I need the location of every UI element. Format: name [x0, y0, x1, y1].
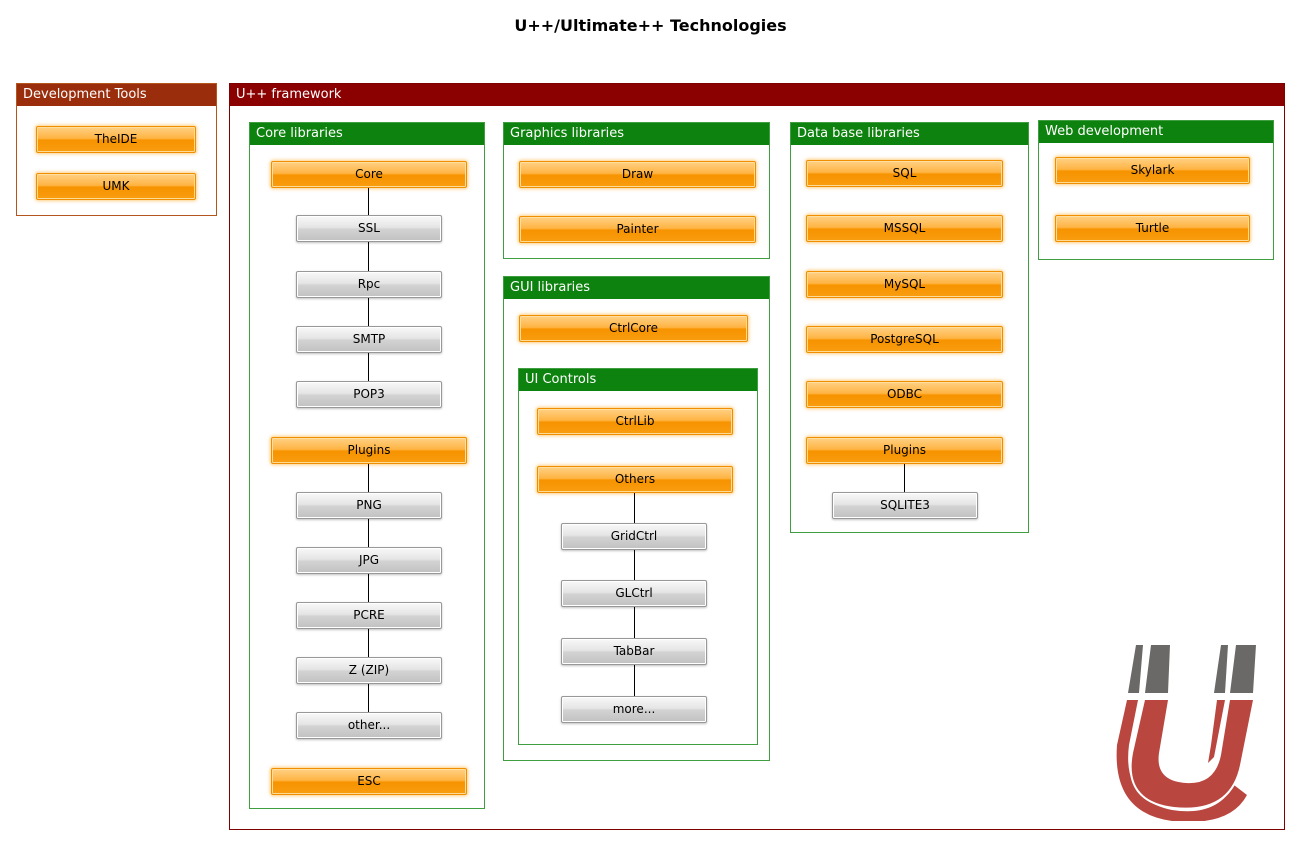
node-turtle: Turtle: [1055, 215, 1250, 242]
node-postgresql: PostgreSQL: [806, 326, 1003, 353]
web-development-header: Web development: [1039, 121, 1273, 143]
ui-controls-header: UI Controls: [519, 369, 757, 391]
connector-line: [368, 684, 369, 712]
node-gridctrl: GridCtrl: [561, 523, 707, 550]
connector-line: [634, 550, 635, 580]
connector-line: [634, 607, 635, 638]
node-db-plugins: Plugins: [806, 437, 1003, 464]
node-ctrllib: CtrlLib: [537, 408, 733, 435]
development-tools-header: Development Tools: [17, 84, 216, 106]
node-pcre: PCRE: [296, 602, 442, 629]
node-skylark: Skylark: [1055, 157, 1250, 184]
node-smtp: SMTP: [296, 326, 442, 353]
connector-line: [368, 464, 369, 492]
node-core: Core: [271, 161, 467, 188]
connector-line: [904, 464, 905, 492]
node-painter: Painter: [519, 216, 756, 243]
upp-logo-icon: [1116, 645, 1256, 821]
gui-libraries-header: GUI libraries: [504, 277, 769, 299]
connector-line: [368, 188, 369, 215]
node-draw: Draw: [519, 161, 756, 188]
node-theide: TheIDE: [36, 126, 196, 153]
node-ctrlcore: CtrlCore: [519, 315, 748, 342]
connector-line: [634, 493, 635, 523]
node-zzip: Z (ZIP): [296, 657, 442, 684]
node-other: other...: [296, 712, 442, 739]
node-jpg: JPG: [296, 547, 442, 574]
connector-line: [368, 519, 369, 547]
node-mssql: MSSQL: [806, 215, 1003, 242]
node-esc: ESC: [271, 768, 467, 795]
node-mysql: MySQL: [806, 271, 1003, 298]
core-libraries-header: Core libraries: [250, 123, 484, 145]
upp-framework-header: U++ framework: [230, 84, 1284, 106]
page-title: U++/Ultimate++ Technologies: [514, 16, 787, 35]
connector-line: [368, 629, 369, 657]
connector-line: [368, 242, 369, 271]
node-pop3: POP3: [296, 381, 442, 408]
node-others: Others: [537, 466, 733, 493]
node-ssl: SSL: [296, 215, 442, 242]
node-rpc: Rpc: [296, 271, 442, 298]
node-odbc: ODBC: [806, 381, 1003, 408]
node-glctrl: GLCtrl: [561, 580, 707, 607]
connector-line: [368, 298, 369, 326]
graphics-libraries-header: Graphics libraries: [504, 123, 769, 145]
database-libraries-header: Data base libraries: [791, 123, 1028, 145]
connector-line: [368, 574, 369, 602]
connector-line: [634, 665, 635, 696]
node-png: PNG: [296, 492, 442, 519]
node-more: more...: [561, 696, 707, 723]
connector-line: [368, 353, 369, 381]
node-umk: UMK: [36, 173, 196, 200]
node-sql: SQL: [806, 160, 1003, 187]
node-core-plugins: Plugins: [271, 437, 467, 464]
node-sqlite3: SQLITE3: [832, 492, 978, 519]
node-tabbar: TabBar: [561, 638, 707, 665]
